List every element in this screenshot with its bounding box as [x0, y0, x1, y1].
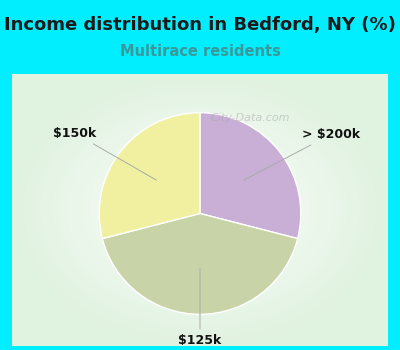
Text: $150k: $150k: [53, 127, 156, 180]
Text: $125k: $125k: [178, 269, 222, 348]
Wedge shape: [200, 113, 301, 239]
Text: City-Data.com: City-Data.com: [211, 113, 290, 123]
Text: Income distribution in Bedford, NY (%): Income distribution in Bedford, NY (%): [4, 16, 396, 34]
Text: > $200k: > $200k: [244, 128, 360, 180]
Wedge shape: [99, 113, 200, 239]
Wedge shape: [102, 214, 298, 314]
Text: Multirace residents: Multirace residents: [120, 44, 280, 59]
